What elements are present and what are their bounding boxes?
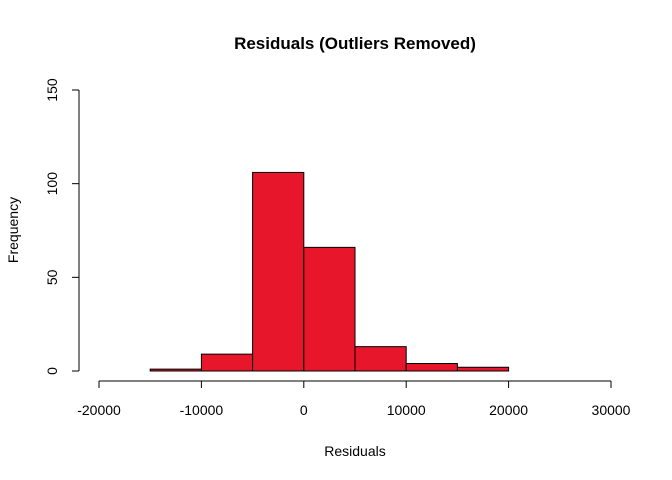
histogram-bar	[354, 346, 407, 372]
y-axis: 0 50 100 150	[44, 78, 80, 375]
histogram-bar	[456, 366, 510, 372]
chart-title: Residuals (Outliers Removed)	[234, 34, 476, 53]
x-tick-label: -20000	[77, 402, 121, 418]
y-tick-label: 150	[44, 78, 60, 102]
x-tick-label: -10000	[180, 402, 224, 418]
x-tick-label: 30000	[592, 402, 631, 418]
y-tick-label: 100	[44, 172, 60, 196]
bars-group	[149, 171, 510, 372]
y-tick-label: 50	[44, 269, 60, 285]
y-tick-label: 0	[44, 367, 60, 375]
histogram-bar	[149, 368, 202, 372]
x-axis: -20000 -10000 0 10000 20000 30000	[77, 380, 631, 418]
histogram-bar	[303, 246, 356, 372]
x-tick-label: 20000	[489, 402, 528, 418]
x-tick-label: 0	[300, 402, 308, 418]
y-axis-label: Frequency	[5, 197, 21, 263]
x-axis-label: Residuals	[324, 443, 385, 459]
histogram-bar	[252, 171, 305, 372]
histogram-bar	[405, 363, 458, 372]
x-tick-label: 10000	[387, 402, 426, 418]
histogram-bar	[200, 353, 254, 372]
